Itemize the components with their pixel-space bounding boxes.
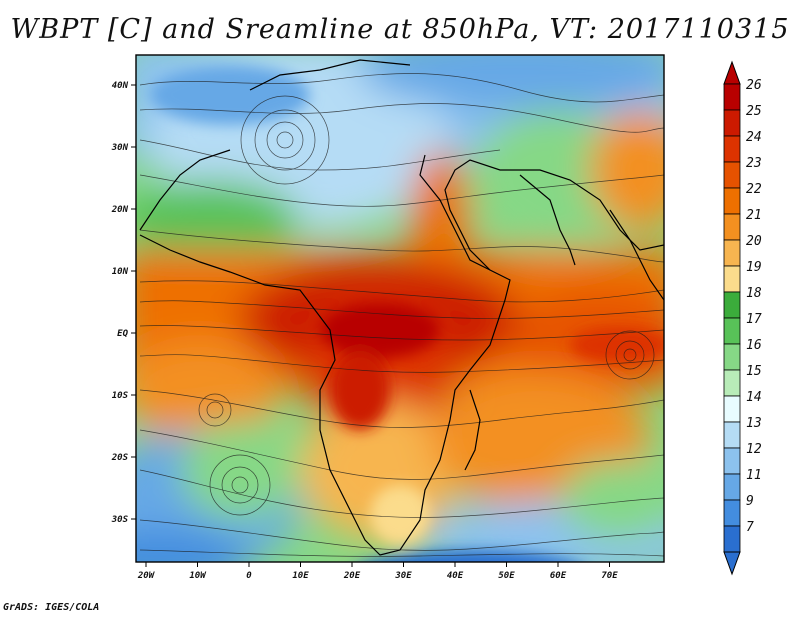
colorbar-label: 18	[746, 286, 762, 301]
colorbar: 26 25 24 23 22 21 20 19 18 17 16 15 14 13 12 11 9 7	[723, 60, 762, 576]
colorbar-swatch	[723, 239, 741, 267]
lon-tick-label: 20W	[137, 571, 156, 581]
lat-tick-label: 10N	[112, 267, 129, 277]
longitude-axis: 20W 10W 0 10E 20E 30E 40E 50E 60E 70E	[137, 562, 618, 581]
colorbar-swatch	[723, 499, 741, 527]
lat-tick-label: 40N	[112, 81, 129, 91]
lon-tick-label: 30E	[394, 571, 412, 581]
colorbar-label: 19	[746, 260, 762, 275]
colorbar-label: 16	[746, 338, 762, 353]
colorbar-swatch	[723, 525, 741, 553]
colorbar-label: 25	[746, 104, 762, 119]
footer-credit: GrADS: IGES/COLA	[3, 602, 100, 613]
colorbar-swatch	[723, 447, 741, 475]
colorbar-label: 9	[746, 494, 754, 509]
colorbar-swatch	[723, 291, 741, 319]
colorbar-label: 15	[746, 364, 762, 379]
colorbar-swatch	[723, 83, 741, 111]
lat-tick-label: EQ	[117, 329, 128, 339]
coastlines	[139, 59, 664, 556]
colorbar-swatch	[723, 395, 741, 423]
colorbar-swatch	[723, 265, 741, 293]
lon-tick-label: 0	[246, 571, 252, 581]
latitude-axis: 40N 30N 20N 10N EQ 10S 20S 30S	[111, 81, 136, 525]
lon-tick-label: 40E	[447, 571, 464, 581]
colorbar-label: 12	[746, 442, 762, 457]
colorbar-bottom-arrow	[723, 551, 741, 576]
colorbar-label: 26	[746, 78, 762, 93]
lat-tick-label: 30N	[111, 143, 129, 153]
colorbar-swatch	[723, 369, 741, 397]
streamlines	[139, 73, 664, 557]
colorbar-label: 14	[746, 390, 762, 405]
colorbar-label: 7	[746, 520, 754, 535]
colorbar-top-arrow	[723, 60, 741, 85]
colorbar-label: 17	[746, 312, 762, 327]
wbpt-field	[136, 55, 664, 562]
lat-tick-label: 20S	[111, 453, 129, 463]
colorbar-swatch	[723, 473, 741, 501]
lat-tick-label: 20N	[111, 205, 129, 215]
colorbar-swatch	[723, 317, 741, 345]
lon-tick-label: 70E	[601, 571, 618, 581]
lon-tick-label: 50E	[498, 571, 515, 581]
colorbar-label: 11	[746, 468, 762, 483]
lat-tick-label: 10S	[112, 391, 129, 401]
plot-frame	[135, 54, 665, 563]
colorbar-swatch	[723, 421, 741, 449]
colorbar-label: 21	[746, 208, 762, 223]
lon-tick-label: 20E	[343, 571, 361, 581]
colorbar-swatch	[723, 213, 741, 241]
colorbar-swatch	[723, 187, 741, 215]
colorbar-label: 23	[746, 156, 762, 171]
colorbar-label: 22	[746, 182, 762, 197]
lon-tick-label: 10E	[292, 571, 309, 581]
colorbar-swatch	[723, 343, 741, 371]
colorbar-swatch	[723, 161, 741, 189]
colorbar-label: 20	[746, 234, 762, 249]
chart-title: WBPT [C] and Sreamline at 850hPa, VT: 20…	[10, 14, 790, 45]
colorbar-swatch	[723, 135, 741, 163]
colorbar-label: 13	[746, 416, 762, 431]
lon-tick-label: 10W	[189, 571, 207, 581]
colorbar-label: 24	[746, 130, 762, 145]
colorbar-swatch	[723, 109, 741, 137]
lon-tick-label: 60E	[550, 571, 567, 581]
lat-tick-label: 30S	[111, 515, 129, 525]
